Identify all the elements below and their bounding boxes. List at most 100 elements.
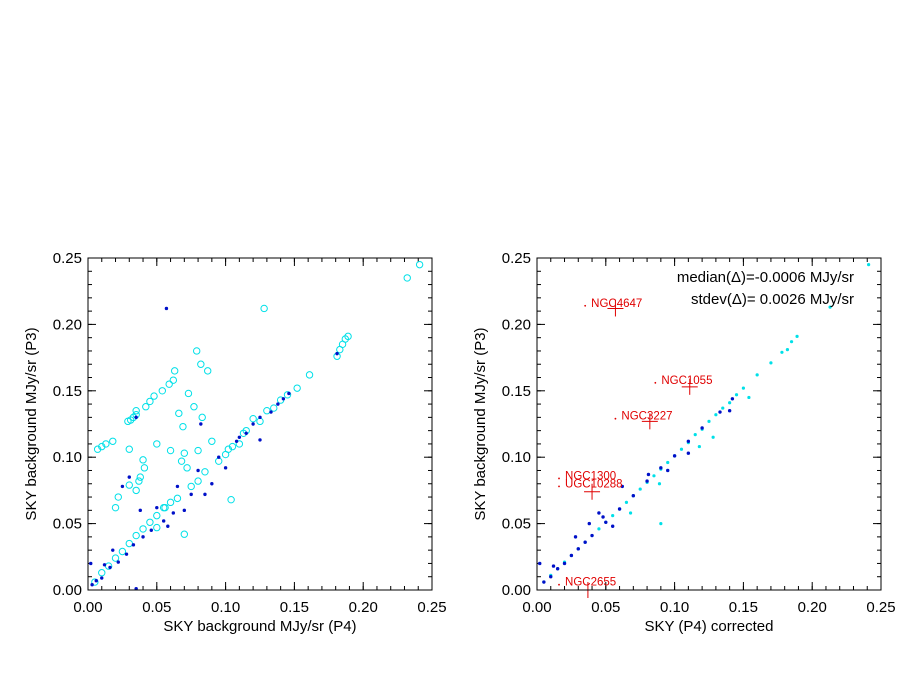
data-point-circle [283, 391, 292, 399]
data-point-circle [118, 547, 127, 556]
outlier-point [558, 477, 560, 480]
data-point-dot [281, 397, 286, 401]
data-point-dot [287, 391, 291, 396]
data-point-dot [111, 548, 115, 552]
data-point-circle [132, 531, 140, 540]
y-tick-label: 0.25 [502, 250, 531, 267]
data-point-circle [173, 494, 182, 503]
data-point-circle [165, 380, 173, 388]
data-point-dot [620, 484, 625, 489]
data-point-circle [114, 493, 122, 501]
data-point-circle [179, 422, 187, 431]
data-point-cyan [828, 305, 832, 309]
data-point-dot [196, 468, 200, 473]
data-point-dot [94, 579, 98, 583]
y-tick-label: 0.15 [53, 383, 82, 400]
data-point-dot [244, 431, 248, 435]
data-point-dot [217, 455, 221, 459]
data-point-cyan [659, 522, 663, 526]
data-point-dot [237, 435, 242, 439]
data-point-dot [645, 479, 649, 483]
data-point-dot [161, 519, 166, 523]
y-tick-label: 0.05 [53, 516, 82, 533]
outlier-label: NGC2655 [565, 577, 616, 589]
data-point-circle [135, 477, 143, 485]
data-point-dot [258, 415, 262, 420]
data-point-dot [124, 552, 129, 556]
data-point-circle [159, 503, 168, 512]
data-point-dot [251, 422, 255, 426]
data-point-circle [91, 578, 99, 586]
data-point-circle [139, 456, 147, 464]
data-point-cyan [697, 444, 701, 449]
data-point-dot [646, 472, 651, 477]
y-tick-label: 0.00 [502, 582, 531, 599]
data-point-dot [686, 451, 691, 455]
left-y-axis-label: SKY background MJy/sr (P3) [23, 327, 40, 520]
data-point-circle [260, 304, 268, 313]
data-point-circle [153, 440, 161, 448]
data-point-dot [276, 402, 280, 406]
data-point-circle [169, 376, 178, 384]
data-point-cyan [707, 419, 711, 423]
data-point-dot [199, 422, 203, 426]
outlier-point [558, 485, 560, 488]
data-point-circle [249, 414, 257, 423]
right-tick-labels: 0.00 0.05 0.10 0.15 0.20 0.25 0.00 0.05 0.10 0.15… [502, 250, 896, 616]
data-point-circle [190, 403, 198, 411]
right-plot-frame [536, 257, 882, 591]
data-point-circle [111, 554, 120, 562]
data-point-circle [153, 511, 161, 520]
data-point-dot [730, 397, 735, 401]
data-point-dot [116, 560, 120, 564]
data-point-cyan [666, 460, 670, 465]
data-point-dot [542, 580, 546, 584]
data-point-circle [170, 367, 179, 375]
data-point-dot [210, 482, 214, 486]
data-point-dot [590, 533, 594, 538]
data-point-circle [125, 481, 133, 489]
data-point-cyan [693, 433, 697, 437]
data-point-circle [124, 417, 132, 426]
data-point-circle [146, 518, 154, 526]
data-point-dot [604, 520, 608, 524]
data-point-cyan [714, 413, 718, 417]
right-y-axis-label: SKY background MJy/sr (P3) [472, 327, 489, 520]
x-tick-label: 0.25 [866, 599, 895, 616]
data-point-cyan [679, 447, 684, 451]
data-point-circle [109, 437, 117, 445]
y-tick-label: 0.25 [53, 250, 82, 267]
data-point-cyan [789, 340, 794, 344]
data-point-circle [136, 473, 144, 481]
data-point-cyan [628, 511, 633, 515]
data-point-cyan [597, 527, 601, 531]
data-point-dot [100, 576, 104, 580]
data-point-circle [204, 367, 212, 375]
data-point-cyan [728, 401, 732, 405]
y-tick-label: 0.10 [502, 449, 531, 466]
data-point-dot [171, 511, 176, 515]
data-point-dot [549, 575, 553, 579]
data-point-circle [194, 446, 202, 455]
data-point-dot [686, 439, 691, 443]
data-point-dot [573, 535, 578, 539]
outlier-point [614, 417, 617, 420]
outlier-point [584, 304, 587, 307]
data-point-circle [228, 442, 237, 451]
outlier-label: NGC1300 [565, 470, 616, 482]
x-tick-label: 0.20 [798, 599, 827, 616]
data-point-dot [601, 515, 605, 519]
y-tick-label: 0.00 [53, 582, 82, 599]
data-point-circle [142, 403, 150, 411]
data-point-dot [182, 508, 187, 513]
data-point-dot [269, 410, 273, 414]
x-tick-label: 0.10 [660, 599, 689, 616]
data-point-cyan [795, 334, 799, 338]
data-point-dot [666, 468, 670, 473]
y-tick-label: 0.20 [53, 316, 82, 333]
data-point-circle [198, 413, 206, 422]
data-point-circle [197, 360, 205, 368]
data-point-dot [727, 409, 732, 413]
data-point-cyan [747, 395, 751, 400]
